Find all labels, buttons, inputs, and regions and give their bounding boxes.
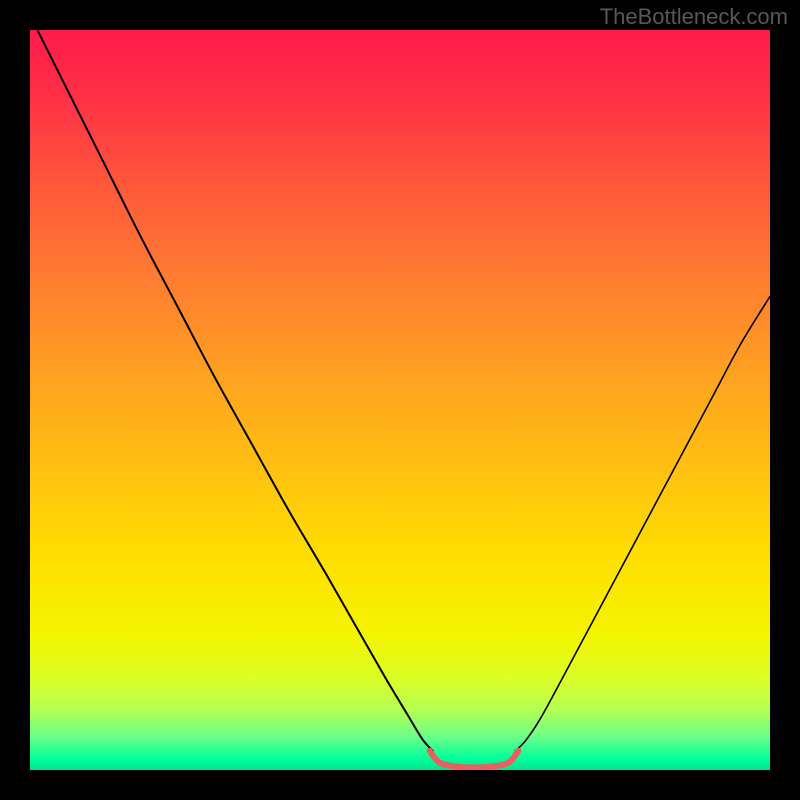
watermark-text: TheBottleneck.com: [600, 4, 788, 30]
bottleneck-chart: [0, 0, 800, 800]
plot-background-gradient: [30, 30, 770, 770]
